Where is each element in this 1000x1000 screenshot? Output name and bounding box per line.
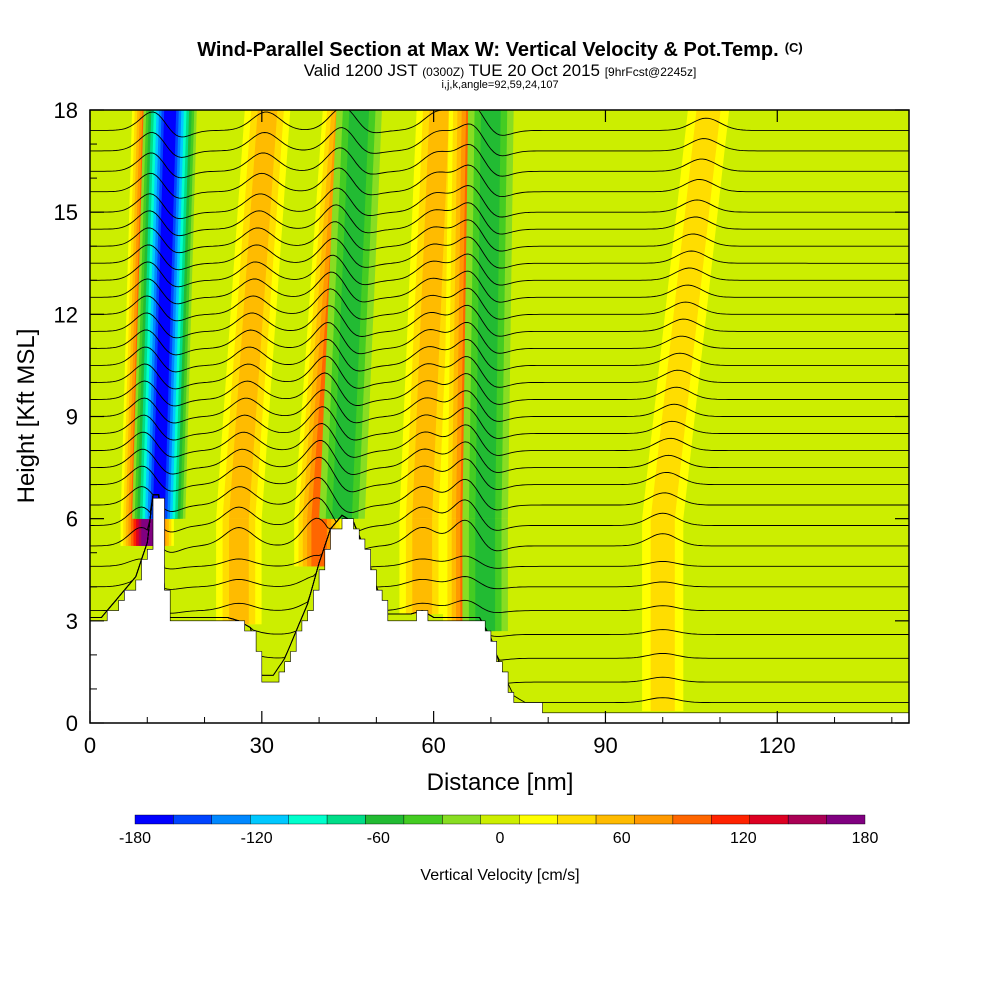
isentrope-22 [90,253,909,288]
isentrope-16 [90,355,909,390]
colorbar-tick-label-6: 180 [852,830,879,847]
isentrope-24 [90,219,909,254]
colorbar-swatch-11 [557,814,597,825]
isentrope-26 [90,185,909,220]
velocity-band-5-2 [412,110,450,519]
x-tick-label-4: 120 [759,733,796,758]
colorbar-swatch-4 [288,814,328,825]
isentrope-25 [90,202,909,237]
isentrope-7 [90,494,909,553]
x-axis-label: Distance [nm] [427,769,574,796]
isentrope-18 [90,322,909,356]
y-tick-label-1: 3 [66,609,78,634]
y-tick-label-3: 9 [66,405,78,430]
velocity-band-8-1 [650,110,721,519]
y-tick-label-6: 18 [54,98,78,123]
colorbar-swatch-6 [365,814,405,825]
plot-area [90,110,909,723]
isentrope-14 [90,389,909,424]
velocity-band-low-8-1 [650,518,675,712]
isentrope-15 [90,372,909,407]
colorbar-swatch-10 [519,814,558,825]
colorbar: -180 -120 -60 0 60 120 180 [119,814,879,847]
y-axis-label: Height [Kft MSL] [13,329,40,504]
isentrope-11 [90,440,909,476]
isentrope-8 [90,494,909,533]
x-tick-label-1: 30 [250,733,274,758]
colorbar-tick-label-4: 60 [613,830,631,847]
isentrope-28 [90,143,909,179]
colorbar-swatch-3 [250,814,289,825]
isentrope-21 [90,270,909,305]
y-tick-label-0: 0 [66,711,78,736]
colorbar-swatch-1 [173,814,212,825]
colorbar-tick-label-3: 0 [496,830,505,847]
grid-indices: i,j,k,angle=92,59,24,107 [441,79,558,91]
y-tick-label-5: 15 [54,200,78,225]
colorbar-swatch-18 [826,814,866,825]
colorbar-swatch-17 [788,814,827,825]
colorbar-swatch-12 [595,814,635,825]
isentrope-6 [90,494,909,570]
isentrope-23 [90,236,909,271]
isentrope-10 [90,456,909,493]
velocity-band-7-2 [475,110,501,519]
colorbar-swatch-16 [749,814,789,825]
colorbar-tick-label-0: -180 [119,830,151,847]
chart-title: Wind-Parallel Section at Max W: Vertical… [197,39,803,61]
isentrope-19 [90,304,909,339]
x-tick-label-3: 90 [593,733,617,758]
isentrope-12 [90,423,909,458]
isentrope-9 [90,477,909,513]
isentrope-5 [90,494,909,590]
colorbar-tick-label-1: -120 [241,830,273,847]
axes: 0 30 60 90 120 0 3 6 9 12 15 18 [54,98,909,758]
isentrope-20 [90,287,909,322]
velocity-band-low-7-2 [475,518,496,632]
colorbar-swatch-14 [672,814,712,825]
colorbar-swatch-2 [211,814,251,825]
terrain [90,497,909,723]
colorbar-tick-label-2: -60 [367,830,390,847]
colorbar-swatch-5 [326,814,366,825]
isentrope-17 [90,338,909,373]
isentrope-3 [90,494,909,637]
y-tick-label-2: 6 [66,507,78,532]
velocity-band-1-8 [152,110,177,519]
colorbar-swatch-13 [634,814,674,825]
colorbar-swatch-15 [711,814,750,825]
isentrope-27 [90,164,909,199]
velocity-band-low-2-2 [229,518,249,625]
x-tick-label-2: 60 [421,733,445,758]
colorbar-label: Vertical Velocity [cm/s] [420,867,579,884]
title-mark: (C) [785,40,803,55]
velocity-band-4-2 [332,110,370,519]
forecast-info: [9hrFcst@2245z] [605,65,697,79]
colorbar-swatch-8 [442,814,481,825]
chart-subtitle: Valid 1200 JST (0300Z) TUE 20 Oct 2015 [… [304,61,697,80]
valid-utc: (0300Z) [422,65,464,79]
colorbar-swatch-7 [403,814,443,825]
colorbar-swatch-0 [134,814,174,825]
velocity-band-low-5-2 [412,518,433,615]
y-tick-label-4: 12 [54,302,78,327]
colorbar-swatch-9 [480,814,520,825]
isentrope-29 [90,123,909,158]
isentrope-30 [90,110,909,138]
x-tick-label-0: 0 [84,733,96,758]
velocity-band-low-3-4 [311,518,327,567]
velocity-band-low-0-8 [141,518,154,546]
isentrope-13 [90,406,909,441]
isentrope-4 [90,494,909,614]
colorbar-tick-label-5: 120 [730,830,757,847]
